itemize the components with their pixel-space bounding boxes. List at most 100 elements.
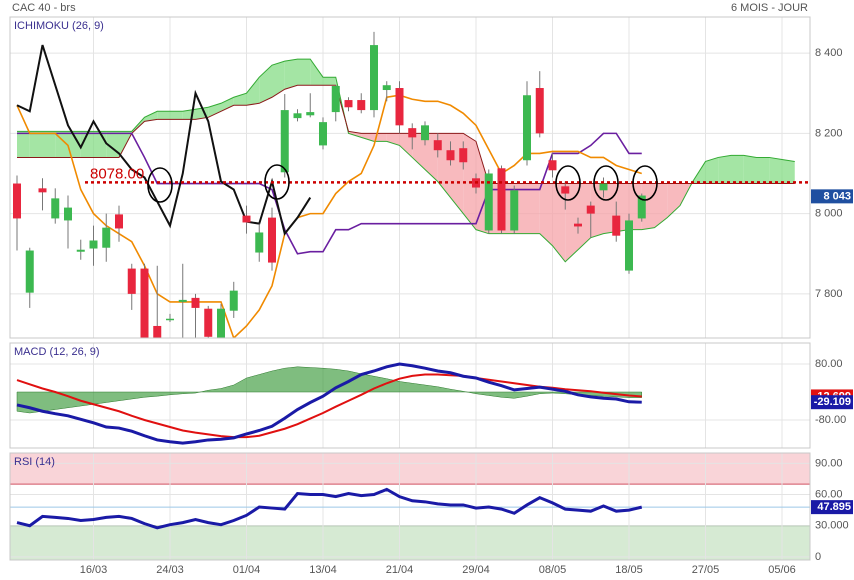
panel-frame <box>9 452 811 561</box>
overbought-zone <box>10 453 810 485</box>
candle-body <box>548 160 557 171</box>
panel <box>10 343 810 448</box>
oversold-zone <box>10 525 810 560</box>
y-tick-label: 90.00 <box>815 457 843 469</box>
cloud-segment <box>565 183 578 262</box>
rsi-line <box>16 487 643 530</box>
candle-body <box>268 217 276 263</box>
cloud-segment <box>539 183 553 246</box>
last-value-badge <box>811 395 853 410</box>
x-tick-label: 29/04 <box>462 564 490 576</box>
candle-body <box>586 205 595 214</box>
candle-body <box>13 183 21 219</box>
x-tick-label: 18/05 <box>615 564 643 576</box>
candle-body <box>153 325 162 338</box>
candle-body <box>599 183 608 191</box>
cloud-segment <box>386 133 400 146</box>
candle-body <box>115 214 123 229</box>
indicator-line <box>16 94 642 338</box>
x-tick-label: 05/06 <box>768 564 796 576</box>
candle-body <box>280 110 289 173</box>
candle-body <box>421 125 429 141</box>
reference-label: 8078.00 <box>90 165 144 182</box>
panel-frame <box>9 342 811 449</box>
x-tick-label: 24/03 <box>156 564 184 576</box>
candle-body <box>140 268 149 338</box>
candle-body <box>25 250 34 293</box>
histogram-area <box>16 366 642 414</box>
cloud-segment <box>578 183 591 250</box>
last-value-badge <box>811 500 853 515</box>
candle-body <box>319 122 327 146</box>
cloud-segment <box>361 133 374 142</box>
candle-body <box>255 232 264 253</box>
cloud-segment <box>654 183 668 228</box>
annotation-ellipse <box>632 165 658 201</box>
candle-body <box>242 215 251 223</box>
cloud-segment <box>284 59 298 90</box>
y-tick-label: 8 200 <box>815 127 843 139</box>
candle-body <box>331 86 340 113</box>
indicator-line <box>16 44 312 236</box>
candle-body <box>459 148 468 163</box>
annotation-ellipse <box>264 164 290 200</box>
last-value-label: 8 043 <box>823 190 851 202</box>
candle-body <box>64 207 72 221</box>
macd-line <box>16 362 642 445</box>
cloud-segment <box>769 157 782 184</box>
candle-body <box>344 100 353 108</box>
candle-body <box>191 297 200 308</box>
candle-body <box>523 95 531 161</box>
candle-body <box>38 188 47 193</box>
panel-frame <box>9 16 811 339</box>
candle-body <box>497 168 506 231</box>
candle-body <box>637 195 646 219</box>
cloud-segment <box>399 133 413 158</box>
cloud-segment <box>297 59 311 86</box>
cloud-segment <box>157 111 170 120</box>
candle-body <box>446 150 455 161</box>
cloud-segment <box>412 133 425 170</box>
cloud-segment <box>29 131 43 158</box>
candle-body <box>127 268 136 294</box>
cloud-segment <box>743 155 757 184</box>
last-value-label: -29.109 <box>814 396 851 408</box>
cloud-segment <box>705 157 719 184</box>
x-tick-label: 13/04 <box>309 564 337 576</box>
cloud-segment <box>144 111 158 122</box>
period: 6 MOIS - JOUR <box>731 2 808 14</box>
span-a-line <box>17 58 795 263</box>
cloud-segment <box>527 183 540 234</box>
x-tick-label: 21/04 <box>386 564 414 576</box>
cloud-segment <box>68 131 81 158</box>
candle-body <box>204 308 213 337</box>
last-value-label: 47.895 <box>817 501 851 513</box>
candle-body <box>382 85 391 91</box>
panel-title: ICHIMOKU (26, 9) <box>14 20 104 32</box>
cloud-segment <box>450 133 464 214</box>
y-tick-label: 60.00 <box>815 488 843 500</box>
y-tick-label: 0 <box>815 551 821 563</box>
y-tick-label: -80.00 <box>815 414 846 426</box>
cloud-segment <box>552 183 566 262</box>
x-tick-label: 01/04 <box>233 564 261 576</box>
candle-body <box>357 100 366 111</box>
candle-body <box>229 290 238 311</box>
cloud-segment <box>55 131 68 158</box>
y-tick-label: 30.000 <box>815 520 849 532</box>
candle-body <box>102 227 111 248</box>
candle-body <box>395 88 404 126</box>
annotation-ellipse <box>147 167 173 203</box>
cloud-segment <box>170 111 183 120</box>
candle-body <box>166 318 174 321</box>
candle-body <box>76 249 85 252</box>
cloud-segment <box>17 131 30 158</box>
candle-body <box>561 186 570 194</box>
y-tick-label: 80.00 <box>815 358 843 370</box>
candle-body <box>51 198 60 219</box>
candle-body <box>408 128 417 138</box>
indicator-line <box>17 132 642 255</box>
annotation-ellipse <box>593 165 619 201</box>
candle-body <box>535 88 544 134</box>
span-b-line <box>17 84 795 185</box>
